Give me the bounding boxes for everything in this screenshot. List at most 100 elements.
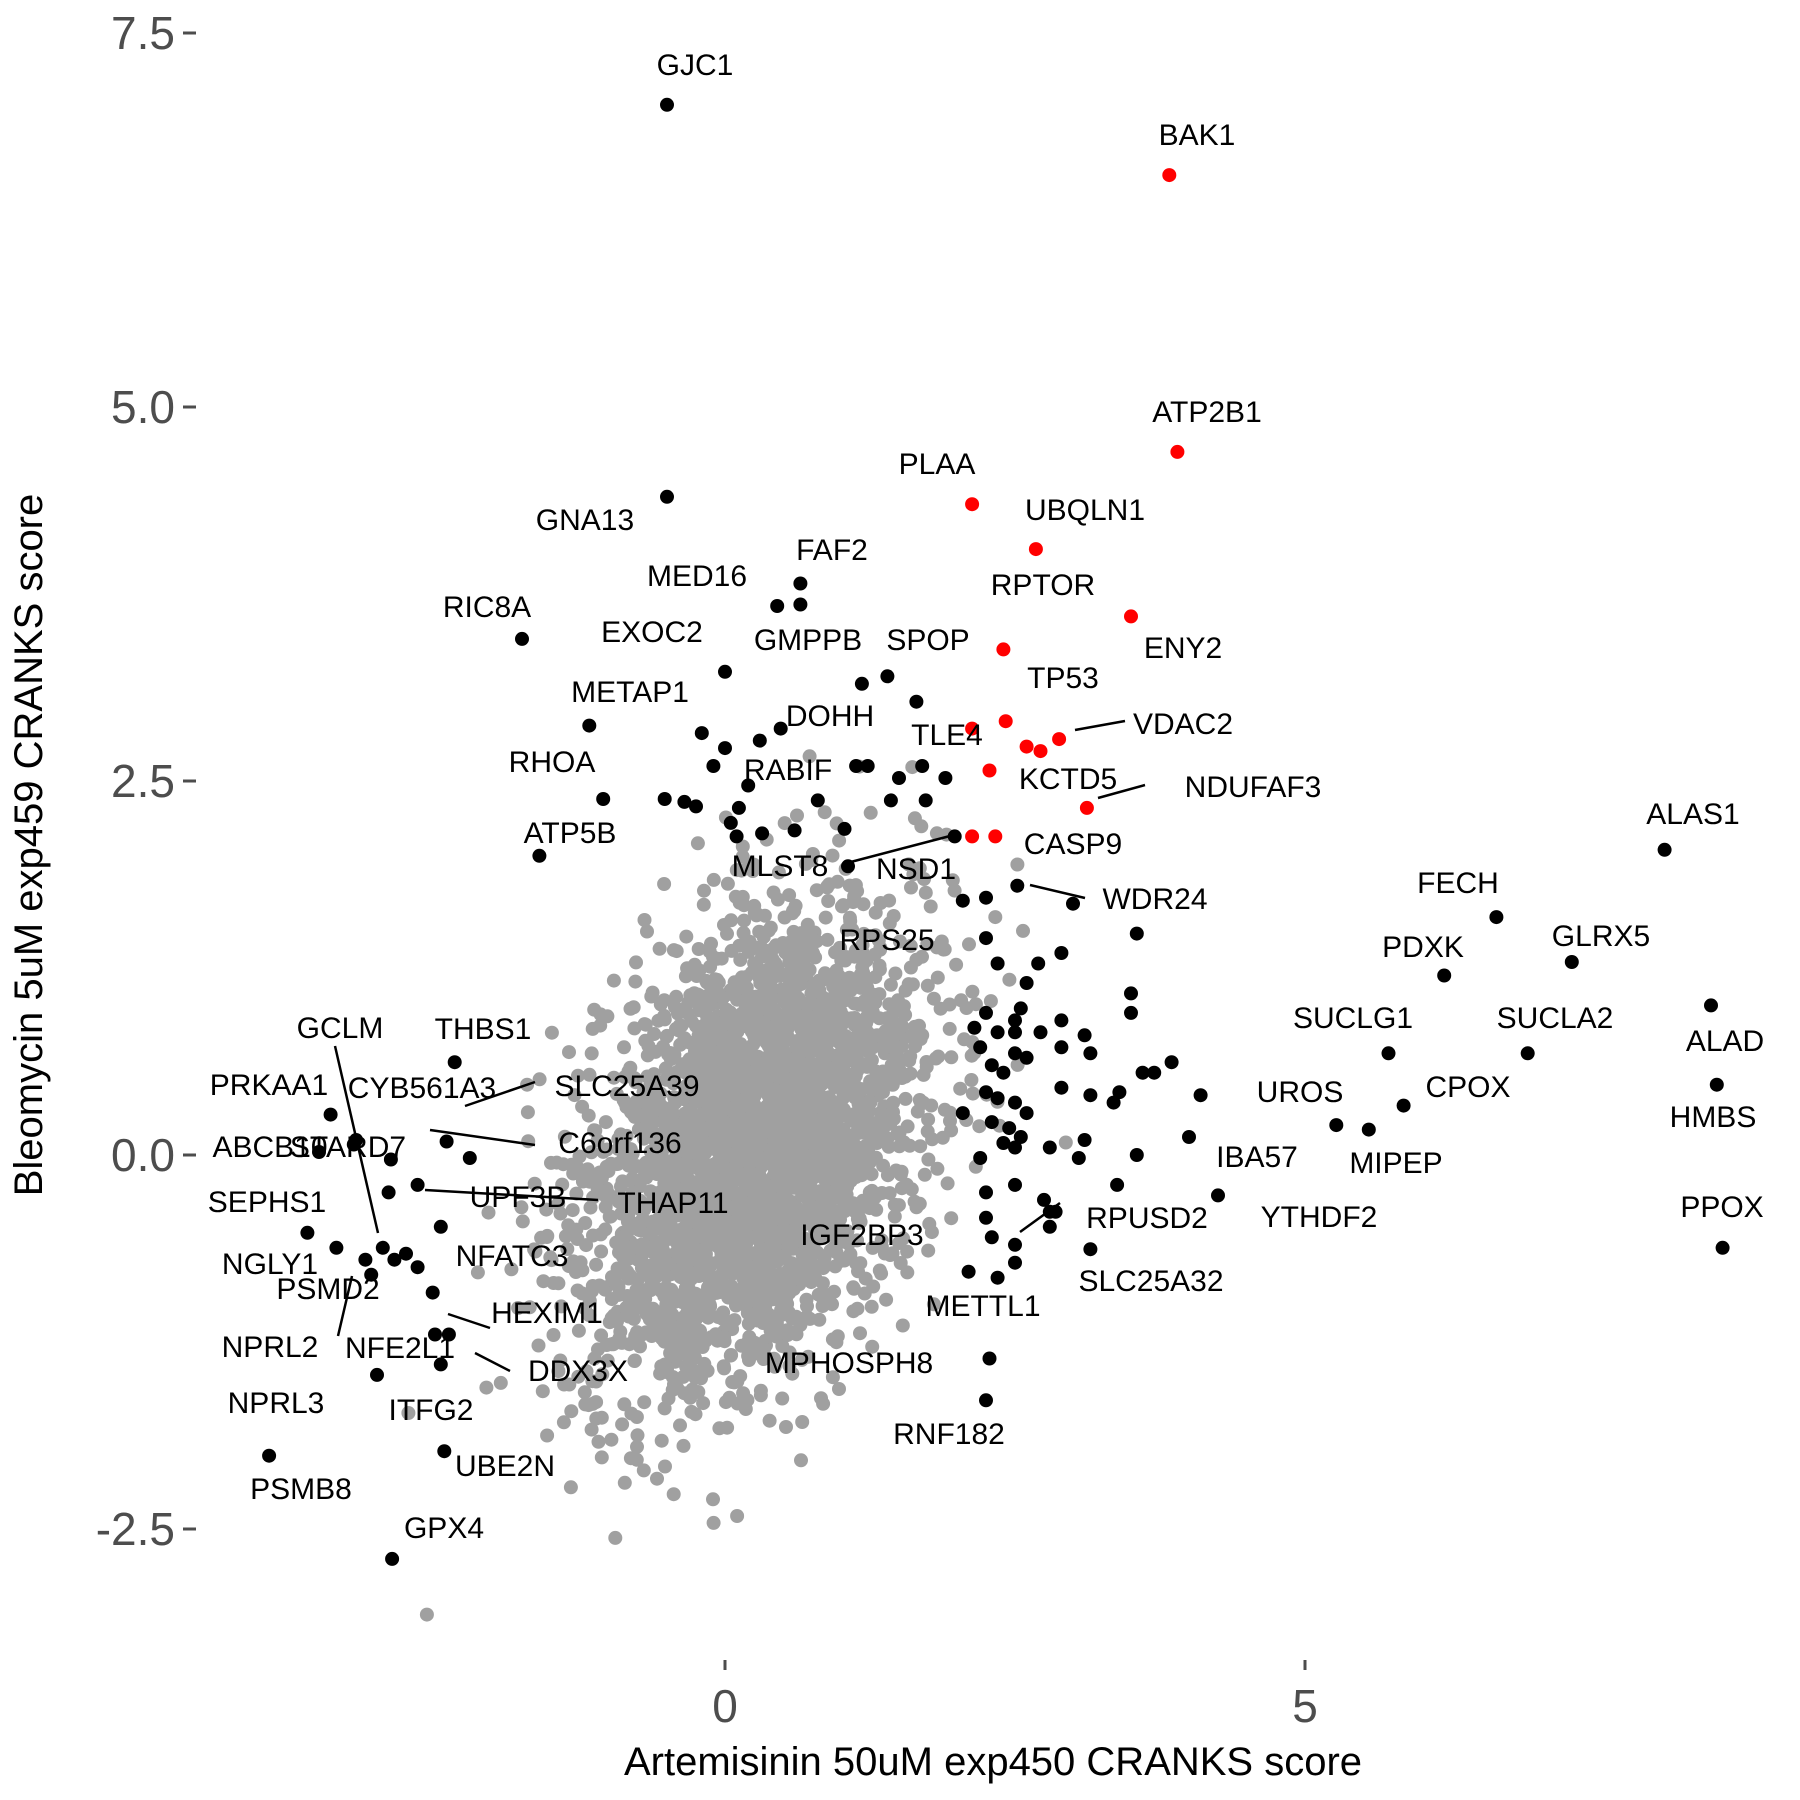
background-point: [879, 1292, 894, 1307]
background-point: [611, 1194, 626, 1209]
background-point: [818, 1287, 833, 1302]
background-point: [676, 1438, 691, 1453]
background-point: [712, 1421, 727, 1436]
background-point: [782, 1285, 797, 1300]
background-point: [834, 1152, 849, 1167]
background-point: [696, 897, 711, 912]
background-point: [868, 928, 883, 943]
background-point: [629, 1410, 644, 1424]
data-point: [984, 1230, 999, 1245]
background-point: [625, 1146, 640, 1161]
background-point: [775, 1391, 790, 1406]
background-point: [906, 867, 921, 882]
background-point: [752, 1338, 767, 1353]
gene-label-mipep: MIPEP: [1349, 1147, 1442, 1180]
background-point: [872, 1011, 887, 1026]
background-point: [637, 913, 652, 927]
data-point: [1129, 1148, 1144, 1162]
background-point: [587, 1351, 602, 1366]
background-point: [697, 883, 711, 898]
gene-label-gclm: GCLM: [297, 1012, 384, 1045]
background-point: [706, 949, 720, 964]
gene-label-dohh: DOHH: [786, 700, 874, 733]
background-point: [903, 938, 918, 953]
background-point: [904, 1182, 919, 1197]
gene-label-prkaa1: PRKAA1: [210, 1069, 328, 1102]
data-point: [1042, 1140, 1057, 1155]
background-point: [853, 1082, 868, 1096]
background-point: [835, 899, 849, 914]
point-faf2: [793, 576, 808, 591]
data-point: [1013, 1130, 1028, 1144]
background-point: [892, 1062, 907, 1077]
data-point: [1002, 1121, 1017, 1136]
data-point: [381, 1185, 396, 1200]
background-point: [419, 1607, 434, 1622]
gene-label-stard7: STARD7: [290, 1131, 406, 1164]
gene-label-ube2n: UBE2N: [455, 1450, 555, 1483]
background-point: [539, 1202, 554, 1217]
background-point: [744, 1260, 759, 1275]
data-point: [1031, 956, 1046, 971]
leader-line: [1074, 719, 1126, 732]
background-point: [679, 929, 694, 944]
background-point: [606, 973, 621, 988]
background-point: [868, 1150, 883, 1165]
background-point: [706, 1515, 721, 1530]
background-point: [570, 1232, 585, 1246]
background-point: [521, 1134, 536, 1149]
background-point: [606, 1308, 621, 1323]
data-point: [841, 859, 855, 874]
background-point: [766, 991, 781, 1006]
background-point: [657, 1008, 672, 1023]
background-point: [811, 1006, 826, 1021]
background-point: [557, 1129, 572, 1144]
background-point: [669, 1156, 684, 1171]
gene-label-atp2b1: ATP2B1: [1152, 396, 1262, 429]
background-point: [762, 1064, 776, 1079]
background-point: [692, 1179, 707, 1194]
background-point: [649, 1167, 664, 1181]
point-fech: [1489, 910, 1504, 925]
x-axis-title: Artemisinin 50uM exp450 CRANKS score: [624, 1740, 1362, 1784]
data-point: [793, 597, 808, 612]
background-point: [968, 997, 983, 1012]
point-tp53: [998, 714, 1013, 729]
background-point: [564, 1404, 579, 1419]
data-point: [1077, 1133, 1092, 1147]
background-point: [528, 1244, 543, 1259]
background-point: [627, 1334, 642, 1349]
background-point: [735, 849, 750, 864]
background-point: [825, 848, 840, 863]
background-point: [734, 1018, 749, 1033]
background-point: [720, 876, 735, 891]
gene-label-kctd5: KCTD5: [1019, 763, 1117, 796]
point-cpox: [1396, 1098, 1411, 1113]
y-tick-label: 7.5: [111, 7, 175, 59]
background-point: [584, 1145, 599, 1160]
background-point: [893, 1256, 908, 1270]
background-point: [532, 1072, 547, 1087]
background-point: [665, 1338, 679, 1353]
y-axis-title: Bleomycin 5uM exp459 CRANKS score: [7, 494, 51, 1197]
data-point: [990, 956, 1005, 971]
background-point: [676, 1369, 691, 1384]
data-point: [1066, 896, 1080, 911]
x-tick-label: 5: [1292, 1680, 1318, 1732]
background-point: [648, 1075, 663, 1090]
data-point: [1112, 1085, 1127, 1100]
background-point: [652, 941, 667, 956]
background-point: [736, 975, 751, 990]
background-point: [644, 989, 659, 1004]
background-point: [896, 1231, 911, 1246]
background-point: [653, 997, 668, 1012]
point-iba57: [1211, 1188, 1225, 1203]
data-point: [996, 1065, 1011, 1080]
background-point: [965, 984, 980, 999]
point-pdxk: [1437, 968, 1452, 983]
background-point: [721, 1257, 736, 1272]
data-point: [1193, 1088, 1208, 1103]
point-slc25a32: [1083, 1242, 1098, 1257]
background-point: [809, 1233, 823, 1247]
gene-label-metap1: METAP1: [571, 676, 689, 709]
